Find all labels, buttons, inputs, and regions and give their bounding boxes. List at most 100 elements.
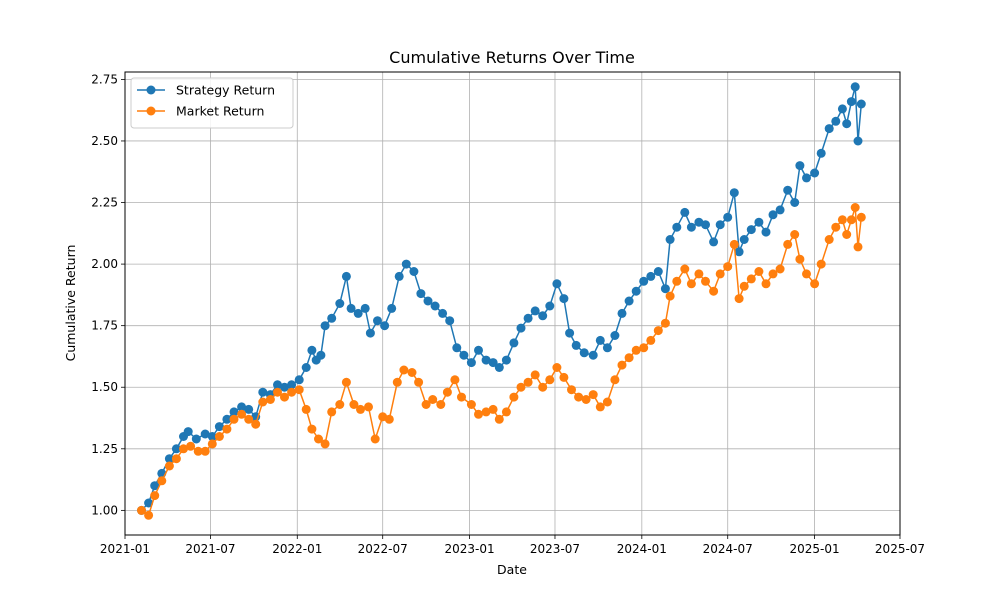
data-point-market-return [567, 385, 576, 395]
data-point-market-return [856, 212, 866, 222]
data-point-market-return [164, 461, 174, 471]
data-point-strategy-return [320, 321, 330, 331]
data-point-strategy-return [430, 301, 440, 311]
data-point-strategy-return [144, 498, 154, 508]
data-point-market-return [307, 424, 317, 434]
data-point-market-return [341, 377, 351, 387]
data-point-strategy-return [680, 207, 690, 217]
data-point-market-return [775, 264, 785, 274]
data-point-market-return [538, 382, 548, 392]
data-point-strategy-return [346, 303, 356, 313]
y-axis-label: Cumulative Return [63, 245, 78, 362]
data-point-market-return [824, 235, 834, 244]
data-point-market-return [488, 404, 498, 414]
data-point-market-return [457, 392, 466, 402]
y-tick-label: 2.25 [91, 196, 118, 210]
data-point-market-return [545, 375, 555, 385]
data-point-market-return [193, 446, 203, 456]
data-point-strategy-return [353, 308, 363, 318]
data-point-market-return [581, 395, 591, 404]
data-point-strategy-return [280, 382, 289, 392]
data-point-market-return [842, 230, 852, 239]
x-axis-ticks: 2021-01 2021-07 2022-01 2022-07 2023-01 2023-… [100, 535, 925, 556]
data-point-market-return [399, 365, 409, 375]
data-point-market-return [392, 377, 402, 387]
data-point-market-return [653, 326, 663, 336]
data-point-strategy-return [229, 407, 239, 417]
data-point-strategy-return [183, 427, 193, 437]
data-point-market-return [407, 368, 417, 377]
data-point-strategy-return [610, 331, 620, 340]
data-point-market-return [414, 377, 424, 387]
data-point-market-return [754, 267, 764, 276]
data-point-strategy-return [715, 220, 725, 230]
data-point-strategy-return [466, 358, 476, 368]
data-point-market-return [715, 269, 725, 279]
data-point-market-return [761, 279, 771, 289]
data-point-market-return [509, 392, 519, 402]
x-tick-label: 2022-01 [272, 542, 322, 556]
data-point-market-return [450, 375, 460, 385]
data-point-market-return [481, 407, 491, 417]
x-tick-label: 2025-07 [875, 542, 925, 556]
y-tick-label: 1.75 [91, 319, 118, 333]
legend-label-market-return: Market Return [176, 104, 264, 119]
data-point-strategy-return [734, 247, 744, 257]
data-point-strategy-return [552, 279, 562, 289]
data-point-market-return [837, 215, 847, 225]
data-point-strategy-return [595, 335, 605, 345]
data-point-market-return [602, 397, 612, 407]
data-point-strategy-return [672, 222, 682, 232]
y-tick-label: 1.50 [91, 380, 118, 394]
data-point-market-return [516, 382, 526, 392]
data-point-market-return [244, 414, 254, 424]
data-point-market-return [237, 409, 247, 419]
data-point-strategy-return [617, 308, 627, 318]
data-point-strategy-return [307, 345, 317, 355]
data-point-market-return [171, 454, 181, 464]
x-tick-label: 2025-01 [790, 542, 840, 556]
data-point-strategy-return [488, 358, 498, 368]
data-point-market-return [314, 434, 323, 444]
data-point-strategy-return [294, 375, 304, 385]
data-point-strategy-return [401, 259, 411, 269]
x-tick-label: 2021-07 [185, 542, 235, 556]
data-point-strategy-return [327, 313, 337, 323]
data-point-market-return [802, 269, 811, 279]
series-market-return [137, 203, 866, 520]
data-point-strategy-return [459, 350, 469, 360]
data-point-strategy-return [409, 267, 419, 276]
data-point-market-return [610, 375, 620, 385]
data-point-strategy-return [768, 210, 778, 220]
data-point-market-return [523, 377, 533, 387]
data-point-market-return [157, 476, 167, 486]
data-point-strategy-return [665, 235, 675, 244]
data-point-strategy-return [579, 348, 589, 358]
data-point-market-return [739, 281, 749, 291]
data-point-strategy-return [795, 161, 805, 171]
data-point-strategy-return [739, 235, 749, 244]
data-point-strategy-return [287, 380, 297, 390]
data-point-strategy-return [200, 429, 210, 439]
data-point-market-return [530, 370, 540, 380]
data-point-strategy-return [754, 217, 764, 227]
data-point-market-return [442, 387, 452, 397]
data-point-market-return [694, 269, 704, 279]
data-point-strategy-return [856, 99, 866, 109]
data-point-strategy-return [761, 227, 771, 237]
data-point-market-return [370, 434, 380, 444]
plot-frame [124, 71, 901, 536]
data-point-strategy-return [660, 284, 670, 294]
data-point-strategy-return [423, 296, 433, 306]
data-point-market-return [494, 414, 504, 424]
data-point-market-return [179, 444, 188, 454]
data-point-market-return [207, 439, 217, 449]
data-point-strategy-return [273, 380, 282, 390]
legend-marker-market-return [146, 106, 156, 116]
legend-marker-strategy-return [146, 85, 156, 95]
x-tick-label: 2023-01 [444, 542, 494, 556]
data-point-market-return [552, 363, 562, 372]
data-point-market-return [850, 203, 860, 212]
data-point-strategy-return [494, 363, 504, 372]
y-tick-label: 1.25 [91, 442, 118, 456]
